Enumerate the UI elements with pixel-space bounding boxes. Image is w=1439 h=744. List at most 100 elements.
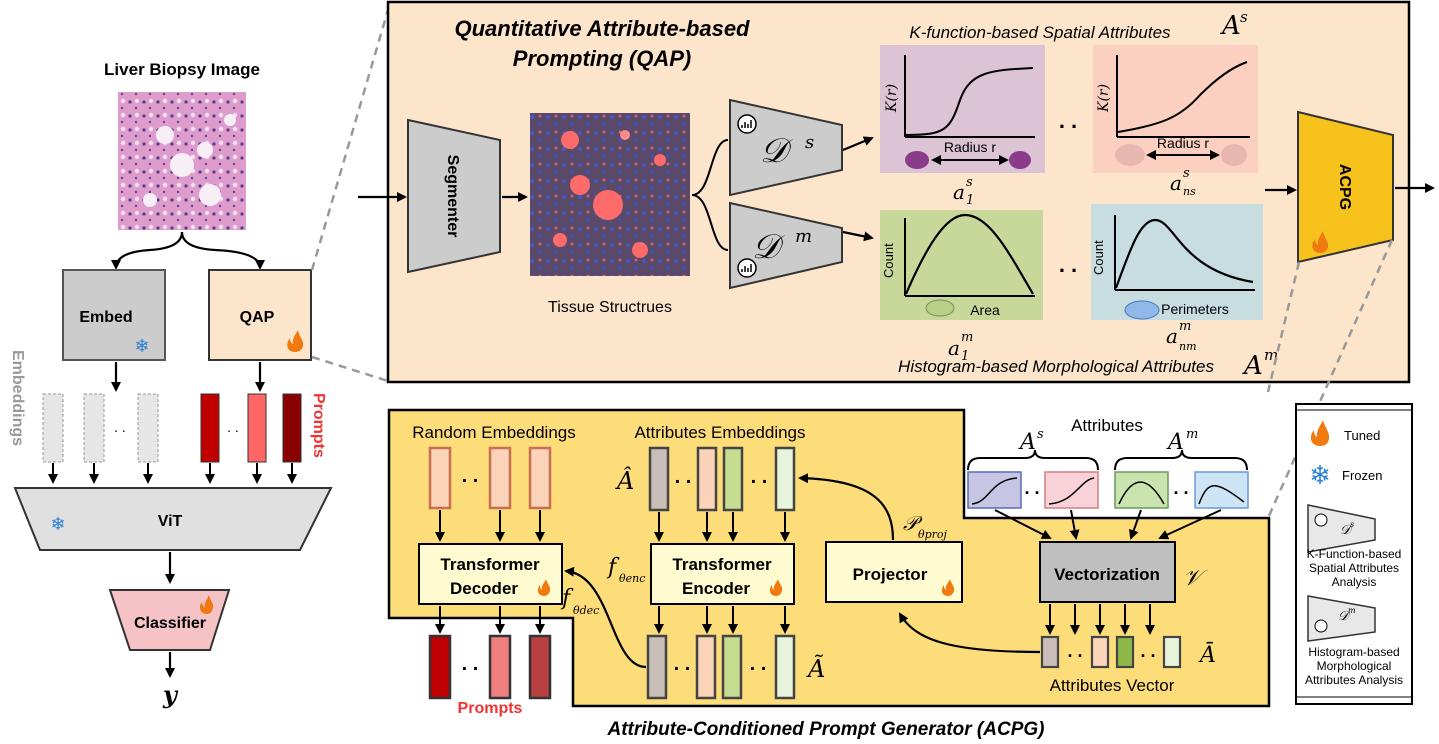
classifier-block: Classifier: [108, 589, 231, 651]
svg-text:m: m: [1179, 319, 1191, 334]
svg-text:K(r): K(r): [1096, 84, 1112, 113]
svg-text:. .: . .: [462, 653, 479, 675]
qap-title-line1: Quantitative Attribute-based: [455, 16, 751, 41]
analytics-icon: [1314, 513, 1328, 527]
svg-text:Ã: Ã: [806, 654, 825, 683]
attribute-embedding-tokens: [648, 446, 796, 512]
svg-text:nm: nm: [1179, 340, 1197, 353]
svg-text:Count: Count: [881, 243, 896, 278]
svg-text:a: a: [953, 180, 965, 204]
morph-title: Histogram-based Morphological Attributes: [898, 357, 1214, 376]
svg-text:. .: . .: [227, 419, 239, 435]
embed-label: Embed: [79, 309, 132, 326]
svg-text:Analysis: Analysis: [1332, 575, 1377, 589]
qap-title-line2: Prompting (QAP): [513, 46, 691, 71]
svg-text:m: m: [961, 330, 973, 345]
svg-text:s: s: [805, 132, 814, 153]
svg-text:Attributes: Attributes: [1071, 416, 1143, 435]
spatial-title: K-function-based Spatial Attributes: [909, 23, 1171, 42]
acpg-caption: Attribute-Conditioned Prompt Generator (…: [607, 719, 1045, 740]
svg-text:Perimeters: Perimeters: [1161, 301, 1229, 317]
fire-icon: [769, 579, 783, 596]
embed-block: Embed ❄: [62, 269, 166, 361]
svg-text:s: s: [1183, 166, 1190, 181]
svg-text:Transformer: Transformer: [440, 555, 540, 574]
token-arrows: [48, 463, 297, 484]
svg-text:A: A: [1220, 11, 1241, 41]
attributes-vector-label: Attributes Vector: [1050, 676, 1175, 695]
svg-text:Ā: Ā: [1198, 642, 1216, 668]
svg-text:m: m: [795, 226, 812, 247]
output-prompt-tokens: [428, 634, 552, 700]
attribute-vector-tokens: [1040, 635, 1182, 669]
svg-text:Decoder: Decoder: [450, 579, 518, 598]
svg-text:Projector: Projector: [853, 565, 928, 584]
svg-text:Â: Â: [615, 466, 634, 495]
tissue-label: Tissue Structrues: [548, 299, 672, 316]
analytics-icon: [1314, 619, 1328, 633]
svg-text:s: s: [1037, 427, 1044, 442]
acpg-label: ACPG: [1336, 164, 1353, 210]
fire-icon: [1312, 231, 1329, 253]
morph-plot-1: Count Area: [880, 210, 1043, 320]
svg-text:𝒟: 𝒟: [1338, 609, 1351, 624]
svg-text:Histogram-based: Histogram-based: [1308, 645, 1399, 659]
embeddings-label: Embeddings: [9, 350, 26, 446]
snowflake-icon: ❄: [1309, 460, 1331, 490]
svg-text:. .: . .: [1067, 641, 1082, 661]
svg-text:. .: . .: [114, 419, 126, 435]
svg-text:. .: . .: [750, 653, 767, 675]
svg-text:Morphological: Morphological: [1317, 659, 1392, 673]
morph-plot-2: Count Perimeters: [1091, 204, 1263, 320]
svg-text:𝒟: 𝒟: [1340, 523, 1353, 538]
svg-text:K(r): K(r): [884, 84, 900, 113]
svg-text:K-Function-based: K-Function-based: [1307, 547, 1402, 561]
biopsy-title: Liver Biopsy Image: [104, 60, 260, 79]
svg-text:Spatial Attributes: Spatial Attributes: [1309, 561, 1399, 575]
svg-text:s: s: [1350, 520, 1354, 529]
spatial-plot-2: K(r) Radius r: [1093, 45, 1258, 173]
fire-icon: [941, 579, 955, 596]
prompt-tokens: . .: [200, 393, 302, 463]
prompts-label: Prompts: [310, 393, 327, 458]
svg-text:Frozen: Frozen: [1342, 468, 1382, 483]
liver-biopsy-image: [118, 92, 246, 230]
qap-label: QAP: [240, 309, 275, 326]
classifier-label: Classifier: [134, 615, 206, 632]
acpg-block: ACPG: [1297, 110, 1394, 264]
projector: Projector: [825, 541, 963, 603]
analytics-icon: [737, 258, 757, 278]
svg-text:. .: . .: [751, 466, 768, 488]
svg-text:Radius r: Radius r: [1157, 135, 1209, 151]
svg-text:Encoder: Encoder: [682, 579, 750, 598]
vit-block: ViT ❄: [13, 487, 333, 551]
fire-icon: [287, 330, 304, 352]
svg-text:m: m: [1348, 606, 1356, 615]
svg-text:s: s: [966, 175, 973, 190]
svg-text:Vectorization: Vectorization: [1054, 565, 1160, 584]
snowflake-icon: ❄: [50, 514, 65, 534]
prompts-output-label: Prompts: [458, 700, 523, 717]
transformer-encoder: Transformer Encoder: [650, 543, 795, 605]
svg-text:a: a: [1166, 324, 1178, 348]
svg-text:1: 1: [966, 193, 974, 208]
svg-text:ns: ns: [1183, 185, 1196, 198]
tissue-structures-image: [530, 113, 690, 276]
svg-text:. .: . .: [674, 653, 691, 675]
embedding-tokens: . .: [42, 393, 159, 463]
svg-text:. .: . .: [1173, 478, 1188, 498]
svg-text:. .: . .: [462, 465, 479, 487]
svg-text:a: a: [1170, 171, 1182, 195]
fire-icon: [537, 579, 551, 596]
fire-icon: [1310, 420, 1330, 446]
svg-text:. .: . .: [1059, 252, 1077, 277]
vectorization-block: Vectorization: [1039, 541, 1176, 603]
svg-text:. .: . .: [1024, 478, 1039, 498]
svg-text:. .: . .: [675, 466, 692, 488]
output-y: y: [162, 680, 179, 709]
svg-text:Count: Count: [1091, 240, 1106, 275]
svg-text:A: A: [1018, 430, 1036, 455]
svg-text:A: A: [1242, 351, 1263, 381]
segmenter-label: Segmenter: [444, 155, 461, 238]
